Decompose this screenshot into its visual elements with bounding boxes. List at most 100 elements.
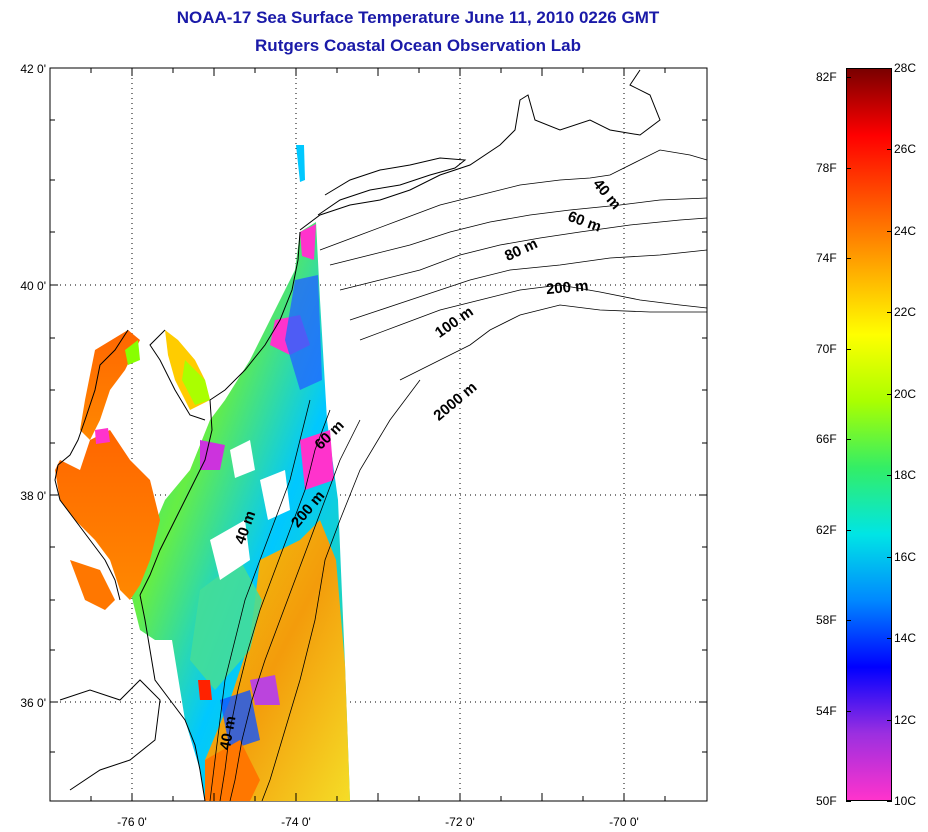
lon-label-72: -72 0' (445, 815, 475, 829)
colorbar-fahrenheit-label: 54F (816, 703, 837, 718)
colorbar-fahrenheit-label: 82F (816, 70, 837, 85)
colorbar-fahrenheit-tick (846, 801, 851, 802)
colorbar-celsius-tick (887, 475, 892, 477)
contour-label-200m-north: 200 m (545, 277, 589, 298)
colorbar-fahrenheit-tick (846, 167, 851, 169)
coastline (54, 69, 661, 802)
colorbar-celsius-label: 26C (894, 142, 917, 157)
sst-cool-patch (190, 560, 262, 690)
colorbar-fahrenheit-label: 50F (816, 794, 837, 808)
isobath-shelf-south-2 (219, 409, 331, 802)
sst-blue-patch (220, 690, 260, 750)
colorbar-fahrenheit-tick (846, 529, 851, 531)
isobath-shelf-south-1 (209, 399, 311, 802)
colorbar-fahrenheit-label: 66F (816, 432, 837, 447)
colorbar-celsius-label: 20C (894, 386, 917, 401)
colorbar-celsius-label: 10C (894, 794, 917, 808)
colorbar-celsius-tick (887, 312, 892, 314)
sst-cold-patch-5 (250, 675, 280, 705)
colorbar-celsius-tick (887, 230, 892, 232)
coastline-long-island (317, 157, 467, 216)
colorbar-celsius-tick (887, 149, 892, 151)
colorbar-celsius-tick (887, 719, 892, 721)
isobath-60m (329, 197, 708, 266)
lon-label-74: -74 0' (281, 815, 311, 829)
map-subtitle: Rutgers Coastal Ocean Observation Lab (255, 36, 581, 55)
colorbar-celsius-label: 22C (894, 305, 917, 320)
colorbar-celsius-tick (887, 556, 892, 558)
lon-label-76: -76 0' (117, 815, 147, 829)
colorbar-fahrenheit-tick (846, 710, 851, 712)
lat-labels: 42 0' 40 0' 38 0' 36 0' (20, 62, 46, 710)
contour-label-2000m: 2000 m (430, 379, 480, 425)
delaware-bay-sst-inner (182, 360, 210, 405)
colorbar-celsius-tick (887, 68, 892, 69)
sst-white-gap-2 (260, 470, 290, 520)
lat-label-38: 38 0' (20, 489, 46, 503)
isobath-100m (349, 249, 708, 321)
colorbar-fahrenheit-tick (846, 439, 851, 441)
lat-label-40: 40 0' (20, 279, 46, 293)
colorbar-celsius-tick (887, 638, 892, 640)
map-title: NOAA-17 Sea Surface Temperature June 11,… (176, 8, 660, 27)
colorbar-celsius-label: 16C (894, 549, 917, 564)
grid-lines (50, 68, 707, 801)
lat-label-36: 36 0' (20, 696, 46, 710)
sst-red-spot (198, 680, 212, 700)
sst-cold-patch-4 (200, 440, 225, 470)
hudson-river-sst (296, 145, 305, 182)
isobath-slope-south (261, 379, 421, 802)
colorbar-celsius-tick (887, 393, 892, 395)
contour-label-40m-south: 40 m (217, 715, 240, 752)
chesapeake-cold-spot (95, 428, 110, 444)
lat-label-42: 42 0' (20, 62, 46, 76)
colorbar-fahrenheit-label: 58F (816, 613, 837, 627)
colorbar-celsius-label: 14C (894, 631, 917, 646)
coastline-delaware-bay (149, 329, 206, 421)
plot-frame (49, 67, 708, 802)
coastline-new-jersey (209, 231, 301, 401)
colorbar-celsius-tick (887, 801, 892, 802)
isobath-200m (359, 284, 708, 341)
lon-label-70: -70 0' (609, 815, 639, 829)
coastline-nc-sounds (59, 679, 161, 791)
sst-cold-patch-1 (300, 224, 316, 260)
chesapeake-green-spot (125, 340, 140, 365)
chesapeake-bay-sst (55, 330, 160, 610)
lon-labels: -76 0' -74 0' -72 0' -70 0' (117, 815, 639, 829)
isobath-2000m (399, 304, 707, 381)
colorbar-celsius-label: 18C (894, 468, 917, 483)
colorbar-fahrenheit-label: 78F (816, 160, 837, 175)
colorbar-celsius-label: 24C (894, 223, 917, 238)
colorbar-celsius-label: 12C (894, 712, 917, 727)
contour-label-80m: 80 m (502, 235, 540, 265)
sst-orange-south (205, 740, 260, 801)
isobath-40m (319, 149, 708, 251)
sst-blue-band (285, 275, 322, 390)
colorbar (846, 68, 892, 801)
chesapeake-upper (80, 330, 140, 440)
sst-white-gap-3 (230, 440, 255, 478)
colorbar-fahrenheit-tick (846, 348, 851, 350)
sst-swath (130, 222, 350, 801)
colorbar-fahrenheit-label: 70F (816, 341, 837, 356)
chesapeake-middle (55, 430, 160, 600)
contour-label-100m: 100 m (432, 303, 477, 341)
isobaths (209, 149, 708, 802)
colorbar-fahrenheit-tick (846, 258, 851, 260)
coastline-virginia (139, 594, 206, 802)
colorbar-fahrenheit-label: 62F (816, 522, 837, 537)
isobath-80m (339, 217, 708, 291)
coastline-delmarva (139, 399, 213, 596)
colorbar-fahrenheit-tick (846, 77, 851, 79)
colorbar-celsius-label: 28C (894, 61, 917, 75)
colorbar-fahrenheit-label: 74F (816, 251, 837, 266)
colorbar-fahrenheit-tick (846, 620, 851, 621)
axis-ticks (50, 68, 707, 801)
isobath-shelf-south-3 (229, 419, 361, 802)
chesapeake-lower (70, 560, 115, 610)
coastline-chesapeake (54, 329, 129, 601)
coastline-new-england (299, 69, 661, 231)
sst-white-gap-1 (210, 520, 250, 580)
